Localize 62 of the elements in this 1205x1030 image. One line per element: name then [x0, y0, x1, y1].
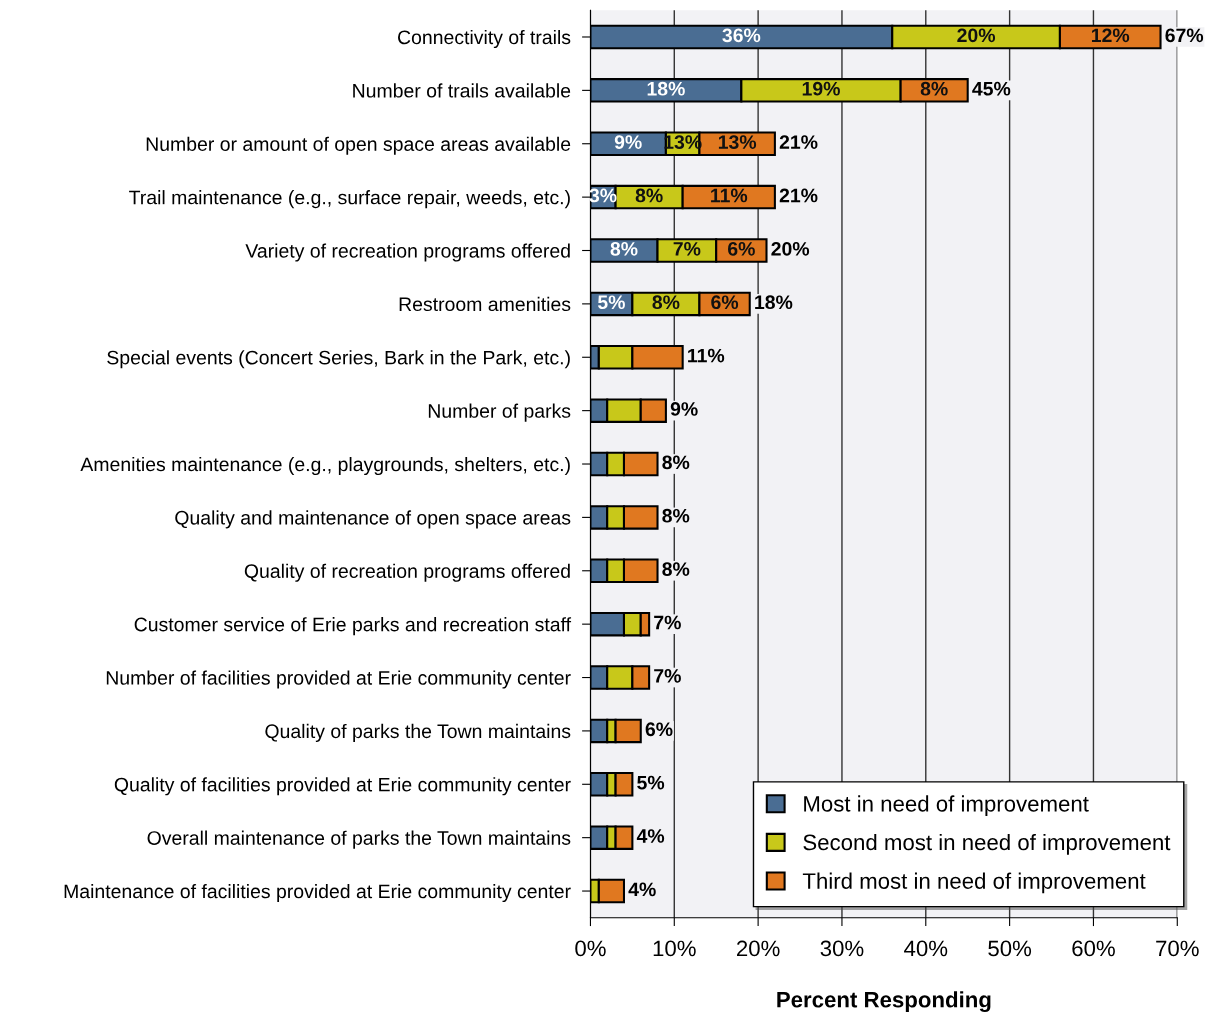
y-tick-label: Customer service of Erie parks and recreation staff [134, 617, 572, 636]
total-label: 21% [779, 188, 818, 203]
data-label: 12% [1091, 28, 1130, 43]
total-label: 4% [636, 829, 665, 843]
x-tick-label: 50% [988, 940, 1032, 957]
x-tick-label: 40% [904, 940, 948, 957]
y-tick-label: Number or amount of open space areas available [146, 136, 571, 155]
x-axis-title: Percent Responding [777, 991, 991, 1013]
y-tick-label: Overall maintenance of parks the Town maintains [147, 830, 571, 849]
data-label: 6% [728, 241, 755, 256]
data-label: 8% [610, 241, 638, 256]
total-label: 9% [670, 402, 698, 416]
total-label: 4% [628, 882, 656, 897]
data-label: 19% [802, 81, 840, 96]
total-label: 7% [654, 669, 681, 683]
data-label: 8% [920, 81, 948, 96]
total-label: 45% [972, 81, 1011, 96]
x-tick-label: 70% [1156, 940, 1199, 957]
y-tick-label: Quality and maintenance of open space areas [175, 510, 571, 529]
y-tick-label: Amenities maintenance (e.g., playgrounds, shelters, etc.) [80, 456, 570, 476]
y-tick-label: Connectivity of trails [398, 29, 571, 49]
y-tick-label: Maintenance of facilities provided at Erie community center [64, 884, 571, 903]
total-label: 8% [662, 562, 690, 576]
x-tick-label: 30% [820, 940, 864, 957]
x-tick-label: 0% [575, 940, 606, 957]
legend-label: Second most in need of improvement [803, 833, 1171, 855]
data-label: 18% [647, 81, 685, 96]
data-label: 8% [635, 188, 663, 203]
y-tick-label: Number of parks [428, 403, 571, 422]
data-label: 7% [673, 242, 701, 256]
total-label: 21% [779, 135, 818, 149]
total-label: 7% [654, 615, 681, 630]
y-tick-label: Number of facilities provided at Erie community center [106, 670, 571, 689]
total-label: 6% [645, 722, 673, 737]
data-label: 8% [652, 295, 680, 310]
y-tick-label: Number of trails available [353, 83, 571, 98]
total-label: 8% [662, 455, 690, 470]
data-label: 36% [722, 28, 761, 43]
total-label: 8% [662, 508, 690, 523]
y-tick-label: Special events (Concert Series, Bark in the Park, etc.) [107, 350, 570, 369]
y-tick-label: Trail maintenance (e.g., surface repair, weeds, etc.) [129, 190, 570, 209]
annotation: 13% [718, 135, 757, 149]
y-tick-label: Quality of recreation programs offered [244, 563, 570, 582]
total-label: 5% [637, 775, 665, 790]
y-tick-label: Variety of recreation programs offered [245, 243, 570, 262]
legend-label: Third most in need of improvement [802, 872, 1146, 894]
data-label: 11% [711, 188, 748, 203]
x-tick-label: 10% [653, 940, 696, 957]
total-label: 20% [771, 241, 810, 256]
y-tick-label: Restroom amenities [399, 296, 571, 312]
legend-label: Most in need of improvement [804, 795, 1089, 817]
total-label: 11% [688, 348, 725, 363]
data-label: 20% [957, 28, 996, 43]
data-label: 5% [597, 295, 625, 310]
y-tick-label: Quality of facilities provided at Erie community center [114, 777, 571, 796]
x-tick-label: 20% [737, 940, 780, 957]
total-label: 18% [755, 295, 793, 310]
y-tick-label: Quality of parks the Town maintains [265, 723, 571, 742]
total-label: 67% [1165, 28, 1204, 43]
data-label: 6% [711, 295, 739, 310]
x-tick-label: 60% [1072, 940, 1115, 957]
data-label: 9% [614, 135, 642, 149]
